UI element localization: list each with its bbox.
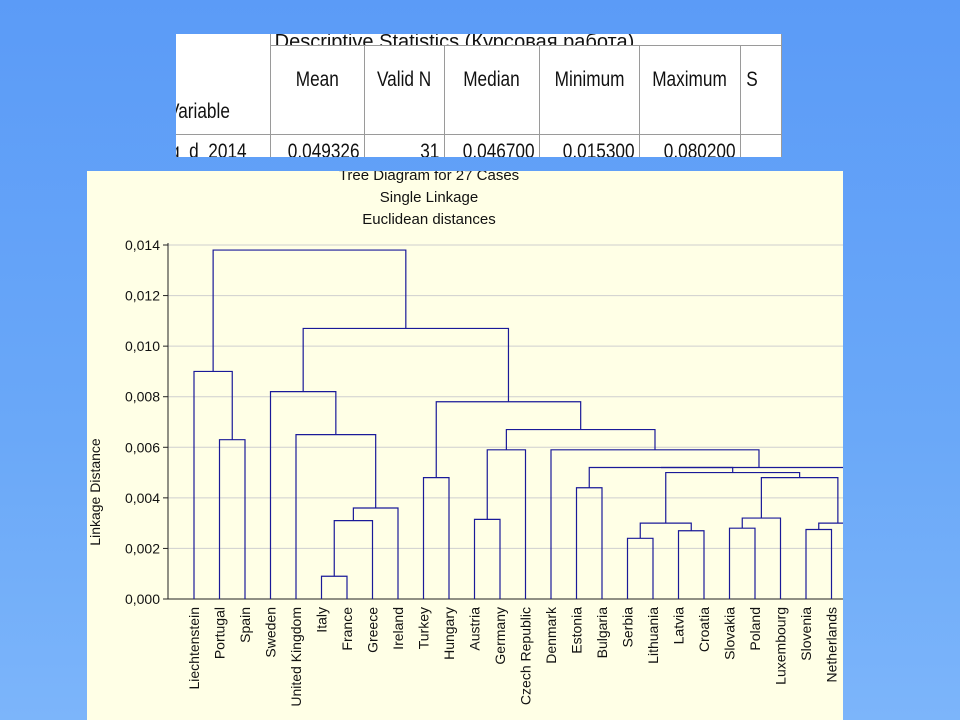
y-tick-label: 0,014: [125, 237, 160, 253]
leaf-label: United Kingdom: [288, 607, 304, 707]
leaf-label: Slovakia: [722, 607, 738, 660]
dendrogram-link: [352, 507, 399, 599]
column-header-median: Median: [443, 45, 541, 135]
column-header-mean: Mean: [269, 45, 366, 135]
dendrogram-link: [295, 434, 377, 599]
leaf-label: Estonia: [569, 607, 585, 654]
leaf-labels: Liechtenstein Portugal Spain Sweden United K…: [186, 606, 840, 707]
dendrogram-link: [818, 522, 843, 530]
dendrogram-link: [575, 487, 603, 599]
y-tick-label: 0,008: [125, 389, 160, 405]
leaf-label: Spain: [237, 607, 253, 643]
dendrogram-link: [505, 428, 656, 450]
variable-cell: g_d_2014: [176, 134, 271, 157]
leaf-label: Netherlands: [824, 607, 840, 683]
dendrogram-links: [193, 249, 843, 599]
y-axis-ticks: 0,000 0,002 0,004 0,006 0,008 0,010 0,012 0,014: [125, 237, 168, 607]
leaf-label: Denmark: [543, 606, 559, 664]
column-header-s: S: [739, 45, 782, 135]
leaf-label: France: [339, 607, 355, 651]
dendrogram-link: [435, 401, 582, 478]
descriptive-statistics-panel: Descriptive Statistics (Курсовая работа)…: [176, 34, 782, 157]
dendrogram-link: [302, 327, 510, 402]
dendrogram-link: [473, 518, 501, 599]
dendrogram-link: [269, 391, 337, 599]
dendrogram-link: [486, 449, 527, 599]
column-header-maximum: Maximum: [638, 45, 741, 135]
leaf-label: Poland: [747, 607, 763, 651]
leaf-label: Hungary: [441, 607, 457, 660]
leaf-label: Serbia: [620, 607, 636, 648]
dendrogram-link: [677, 530, 705, 599]
dendrogram-link: [639, 522, 692, 539]
dendrogram-link: [333, 520, 374, 599]
dendrogram-link: [660, 466, 843, 469]
dendrogram-link: [212, 249, 407, 372]
column-header-valid-n: Valid N: [364, 45, 445, 135]
dendrogram-link: [320, 575, 348, 599]
leaf-label: Austria: [467, 607, 483, 651]
leaf-label: Bulgaria: [594, 607, 610, 659]
y-tick-label: 0,010: [125, 338, 160, 354]
y-tick-label: 0,012: [125, 288, 160, 304]
variable-header: Variable: [176, 45, 271, 135]
chart-title-line-2: Single Linkage: [380, 189, 478, 206]
leaf-label: Slovenia: [798, 607, 814, 661]
cell-minimum: 0,015300: [539, 134, 640, 157]
cell-median: 0,046700: [443, 134, 541, 157]
dendrogram-link: [728, 527, 756, 599]
table-row: g_d_2014 0,049326 31 0,046700 0,015300 0…: [176, 134, 782, 157]
cell-s: [739, 134, 782, 157]
leaf-label: Germany: [492, 607, 508, 665]
y-tick-label: 0,002: [125, 540, 160, 556]
leaf-label: Portugal: [212, 607, 228, 659]
leaf-label: Liechtenstein: [186, 607, 202, 690]
leaf-label: Turkey: [416, 607, 432, 649]
leaf-label: Sweden: [263, 607, 279, 658]
dendrogram-link: [760, 477, 839, 524]
leaf-label: Lithuania: [645, 607, 661, 664]
leaf-label: Luxembourg: [773, 607, 789, 685]
leaf-label: Greece: [365, 607, 381, 653]
y-tick-label: 0,006: [125, 439, 160, 455]
leaf-label: Latvia: [671, 607, 687, 645]
y-axis-label: Linkage Distance: [87, 438, 103, 546]
chart-title-line-3: Euclidean distances: [362, 211, 495, 228]
chart-title-line-1: Tree Diagram for 27 Cases: [339, 171, 519, 184]
cell-maximum: 0,080200: [638, 134, 741, 157]
cell-valid-n: 31: [364, 134, 445, 157]
leaf-label: Czech Republic: [518, 607, 534, 705]
dendrogram-link: [805, 528, 833, 599]
leaf-label: Ireland: [390, 607, 406, 650]
dendrogram-link: [626, 537, 654, 599]
axes: [167, 243, 843, 600]
dendrogram-link: [422, 477, 450, 599]
cell-mean: 0,049326: [269, 134, 366, 157]
leaf-label: Italy: [314, 607, 330, 633]
y-tick-label: 0,004: [125, 490, 160, 506]
table-title: Descriptive Statistics (Курсовая работа): [269, 34, 782, 46]
column-header-minimum: Minimum: [539, 45, 640, 135]
dendrogram-panel: Tree Diagram for 27 Cases Single Linkage…: [87, 171, 843, 720]
descriptive-statistics-table: Descriptive Statistics (Курсовая работа)…: [176, 34, 782, 157]
leaf-label: Croatia: [696, 607, 712, 652]
dendrogram-link: [741, 517, 782, 599]
dendrogram-link: [218, 439, 246, 599]
y-tick-label: 0,000: [125, 591, 160, 607]
grid-lines: [168, 244, 843, 549]
dendrogram-link: [193, 370, 233, 599]
dendrogram-link: [588, 466, 734, 488]
dendrogram-chart: Tree Diagram for 27 Cases Single Linkage…: [87, 171, 843, 707]
